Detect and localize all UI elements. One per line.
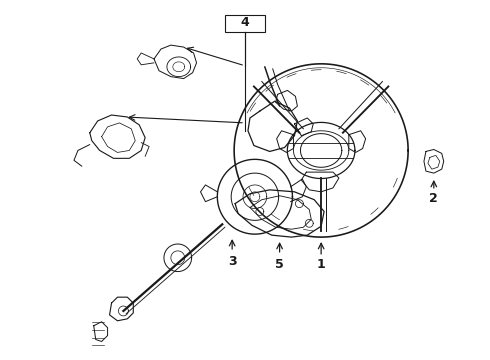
Text: 2: 2 (429, 192, 438, 205)
Text: 5: 5 (275, 258, 284, 271)
Bar (225, 15, 265, 32)
Text: 4: 4 (241, 16, 249, 29)
Text: 3: 3 (228, 255, 237, 268)
Text: 1: 1 (317, 258, 325, 271)
